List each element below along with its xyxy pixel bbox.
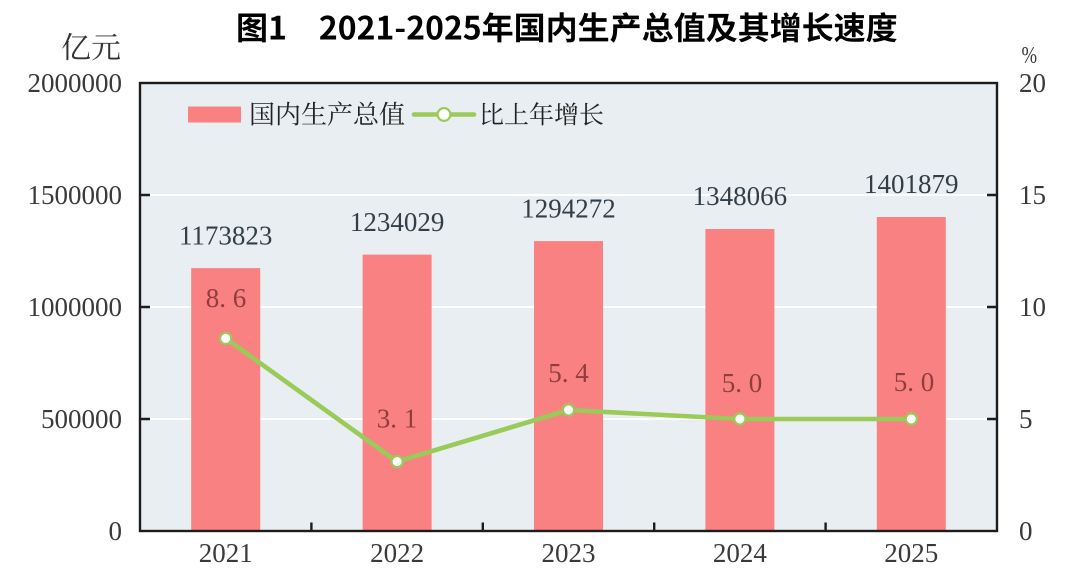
svg-text:1000000: 1000000	[28, 292, 123, 322]
svg-text:2023: 2023	[542, 538, 596, 568]
svg-text:2021: 2021	[199, 538, 253, 568]
svg-text:0: 0	[1019, 516, 1033, 546]
svg-text:20: 20	[1019, 68, 1046, 98]
svg-text:15: 15	[1019, 180, 1046, 210]
svg-text:1401879: 1401879	[864, 169, 959, 199]
svg-text:2022: 2022	[370, 538, 424, 568]
svg-text:1294272: 1294272	[521, 193, 616, 223]
svg-text:5: 5	[1019, 404, 1033, 434]
svg-text:3. 1: 3. 1	[377, 403, 418, 433]
svg-text:8. 6: 8. 6	[206, 283, 247, 313]
svg-text:10: 10	[1019, 292, 1046, 322]
svg-text:2025: 2025	[884, 538, 938, 568]
svg-text:2024: 2024	[713, 538, 768, 568]
svg-text:5. 4: 5. 4	[548, 358, 589, 388]
svg-text:1173823: 1173823	[179, 220, 273, 250]
svg-text:500000: 500000	[41, 404, 122, 434]
svg-text:1234029: 1234029	[350, 207, 445, 237]
svg-text:2000000: 2000000	[28, 68, 123, 98]
svg-text:%: %	[1022, 42, 1038, 69]
svg-text:1348066: 1348066	[693, 181, 788, 211]
svg-text:5. 0: 5. 0	[722, 368, 763, 398]
svg-text:5. 0: 5. 0	[894, 367, 935, 397]
svg-text:0: 0	[109, 516, 123, 546]
svg-text:1500000: 1500000	[28, 180, 123, 210]
